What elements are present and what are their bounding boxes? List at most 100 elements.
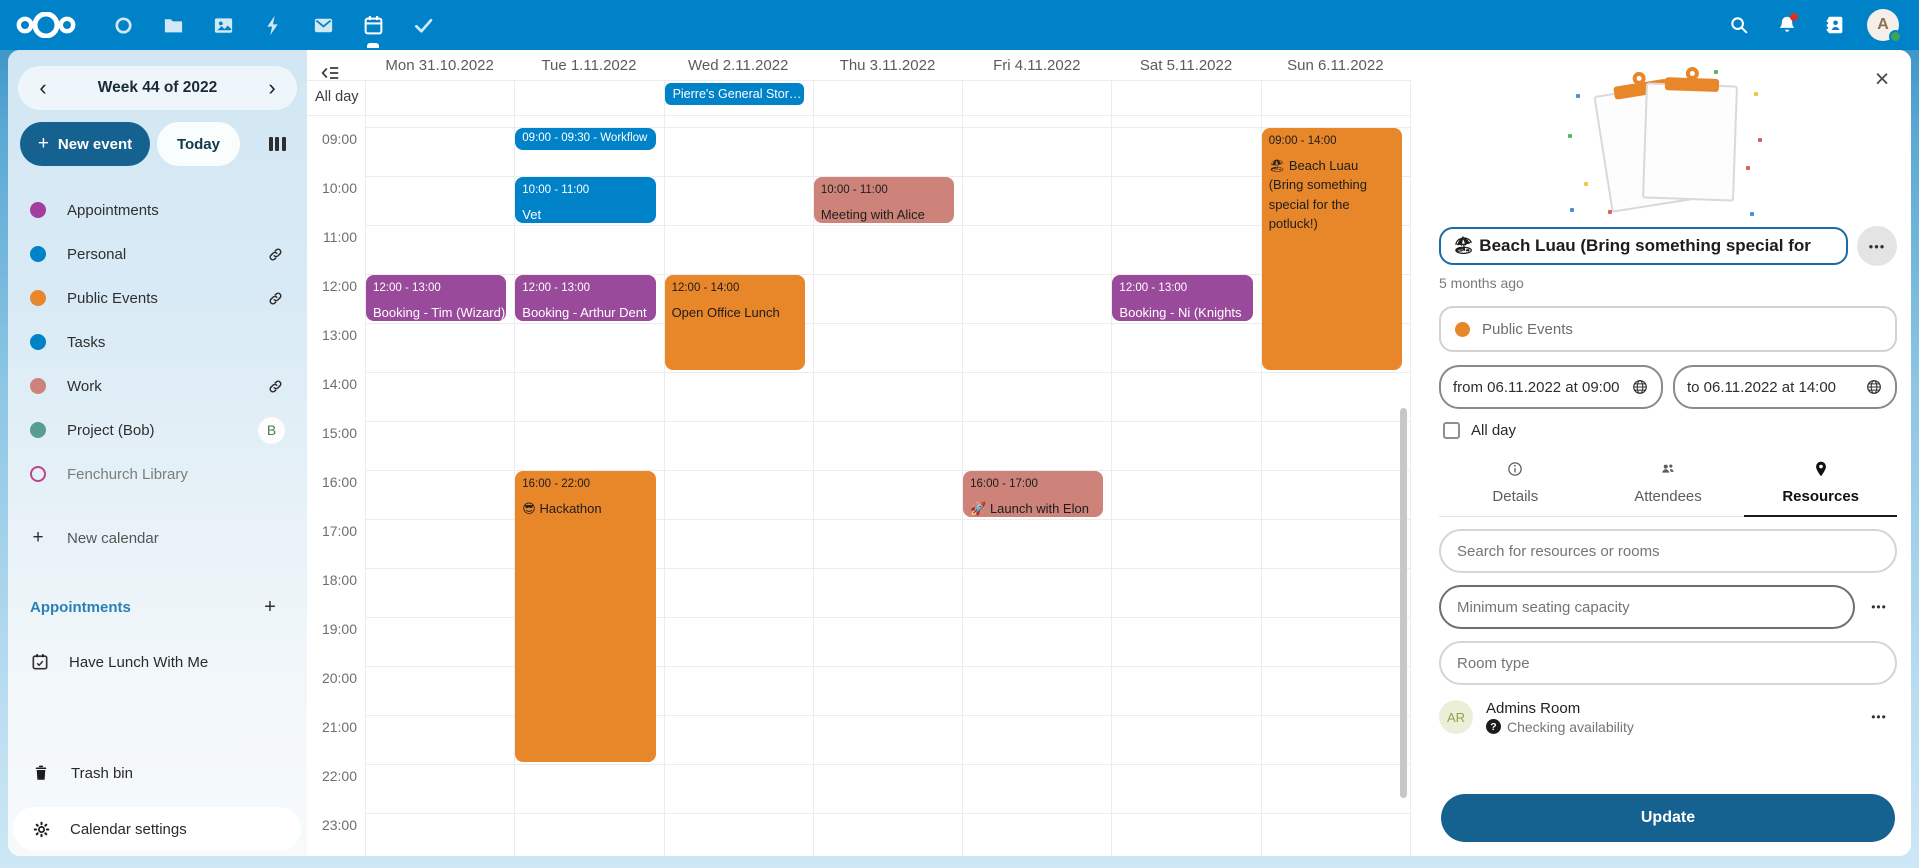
calendar-event[interactable]: 12:00 - 14:00 Open Office Lunch <box>664 275 805 370</box>
previous-week-button[interactable]: ‹ <box>39 75 47 100</box>
calendar-label: Public Events <box>67 289 158 307</box>
activity-icon[interactable] <box>248 0 298 50</box>
all-day-checkbox[interactable] <box>1443 422 1460 439</box>
calendar-check-icon <box>32 654 48 670</box>
day-header[interactable]: Sun 6.11.2022 <box>1287 56 1384 74</box>
sidebar-calendar-project-bob-[interactable]: Project (Bob) B <box>8 408 307 452</box>
day-header[interactable]: Fri 4.11.2022 <box>993 56 1081 74</box>
event-actions-menu-icon[interactable] <box>1857 226 1897 266</box>
room-type-input[interactable] <box>1439 641 1897 685</box>
timezone-globe-icon[interactable] <box>1865 378 1883 396</box>
shared-link-icon[interactable] <box>266 245 285 264</box>
event-title-input[interactable] <box>1439 227 1848 265</box>
photos-icon[interactable] <box>198 0 248 50</box>
dashboard-icon[interactable] <box>98 0 148 50</box>
capacity-options-icon[interactable] <box>1861 589 1897 625</box>
calendar-event[interactable]: 09:00 - 14:00 🏖 Beach Luau (Bring somethi… <box>1261 128 1402 370</box>
all-day-event[interactable]: Pierre's General Stor… <box>664 83 804 105</box>
capacity-row <box>1439 585 1897 629</box>
close-icon[interactable] <box>1867 64 1897 94</box>
tab-attendees[interactable]: Attendees <box>1592 452 1745 516</box>
day-header[interactable]: Wed 2.11.2022 <box>688 56 789 74</box>
calendar-icon[interactable] <box>348 0 398 50</box>
tasks-icon[interactable] <box>398 0 448 50</box>
notification-dot <box>1790 13 1798 21</box>
mail-icon[interactable] <box>298 0 348 50</box>
appointment-item[interactable]: Have Lunch With Me <box>8 640 307 684</box>
time-label: 16:00 <box>321 474 357 490</box>
time-label: 17:00 <box>321 523 357 539</box>
sidebar-calendar-appointments[interactable]: Appointments <box>8 188 307 232</box>
sidebar-calendar-public-events[interactable]: Public Events <box>8 276 307 320</box>
calendar-event[interactable]: 12:00 - 13:00 Booking - Ni (Knights <box>1112 275 1253 321</box>
nextcloud-logo[interactable] <box>14 12 78 38</box>
shared-link-icon[interactable] <box>266 377 285 396</box>
trash-icon <box>35 765 47 780</box>
all-day-collapse-icon[interactable] <box>319 62 341 84</box>
calendar-event[interactable]: 16:00 - 17:00 🚀 Launch with Elon <box>963 471 1104 517</box>
hour-line <box>365 813 1410 814</box>
timezone-globe-icon[interactable] <box>1631 378 1649 396</box>
calendar-picker[interactable]: Public Events <box>1439 306 1897 352</box>
attendees-icon <box>1659 460 1677 482</box>
tab-resources[interactable]: Resources <box>1744 452 1897 517</box>
calendar-color-dot <box>30 378 46 394</box>
seating-capacity-input[interactable] <box>1439 585 1855 629</box>
calendar-event[interactable]: 12:00 - 13:00 Booking - Tim (Wizard) <box>366 275 507 321</box>
calendar-event[interactable]: 12:00 - 13:00 Booking - Arthur Dent <box>515 275 656 321</box>
new-calendar-button[interactable]: + New calendar <box>8 516 307 560</box>
calendar-event[interactable]: 09:00 - 09:30 - Workflow <box>515 128 656 150</box>
column-line <box>812 80 814 856</box>
calendar-color-dot <box>1455 321 1470 337</box>
event-editor-panel: 5 months ago Public Events from 06.11.20… <box>1425 50 1911 856</box>
avatar[interactable]: A <box>1867 9 1902 43</box>
week-view-columns-icon[interactable] <box>259 126 295 162</box>
calendar-event[interactable]: 16:00 - 22:00 😎 Hackathon <box>515 471 656 762</box>
search-icon[interactable] <box>1715 0 1763 50</box>
week-navigation: ‹ Week 44 of 2022 › <box>18 66 297 110</box>
shared-link-icon[interactable] <box>266 289 285 308</box>
sidebar-calendar-personal[interactable]: Personal <box>8 232 307 276</box>
week-title: Week 44 of 2022 <box>97 79 218 96</box>
calendar-settings-button[interactable]: Calendar settings <box>13 807 301 851</box>
resource-actions-icon[interactable] <box>1861 699 1897 735</box>
time-label: 13:00 <box>321 327 357 343</box>
end-datetime-input[interactable]: to 06.11.2022 at 14:00 <box>1673 365 1897 409</box>
new-event-button[interactable]: + New event <box>20 122 150 166</box>
appointments-section: Appointments + <box>30 592 285 622</box>
add-appointment-config-button[interactable]: + <box>264 595 276 618</box>
calendar-color-dot <box>30 246 46 262</box>
day-header[interactable]: Tue 1.11.2022 <box>541 56 637 74</box>
next-week-button[interactable]: › <box>268 75 276 100</box>
calendar-list: Appointments Personal Public Events Tasks Wo… <box>8 188 307 496</box>
calendar-event[interactable]: 10:00 - 11:00 Vet <box>515 177 656 223</box>
day-header[interactable]: Mon 31.10.2022 <box>385 56 494 74</box>
column-line <box>1410 80 1411 856</box>
time-label: 14:00 <box>321 376 357 392</box>
sidebar-bottom: Trash bin Calendar settings <box>8 751 307 856</box>
topbar-right: A <box>1715 0 1907 50</box>
sidebar-calendar-tasks[interactable]: Tasks <box>8 320 307 364</box>
notifications-bell-icon[interactable] <box>1763 0 1811 50</box>
contacts-icon[interactable] <box>1811 0 1859 50</box>
calendar-color-dot <box>30 290 46 306</box>
hour-line <box>365 421 1410 422</box>
trash-bin-button[interactable]: Trash bin <box>8 751 307 795</box>
sidebar-calendar-work[interactable]: Work <box>8 364 307 408</box>
avatar-letter: A <box>1877 16 1889 33</box>
time-label: 19:00 <box>321 621 357 637</box>
calendar-event[interactable]: 10:00 - 11:00 Meeting with Alice <box>813 177 955 223</box>
today-button[interactable]: Today <box>156 122 240 166</box>
files-icon[interactable] <box>148 0 198 50</box>
sidebar-calendar-fenchurch-library[interactable]: Fenchurch Library <box>8 452 307 496</box>
resource-search-input[interactable] <box>1439 529 1897 573</box>
user-menu[interactable]: A <box>1859 0 1907 50</box>
start-datetime-input[interactable]: from 06.11.2022 at 09:00 <box>1439 365 1663 409</box>
day-header[interactable]: Thu 3.11.2022 <box>839 56 936 74</box>
time-label: 15:00 <box>321 425 357 441</box>
grid-scrollbar[interactable] <box>1400 408 1407 798</box>
calendar-label: Project (Bob) <box>67 421 155 439</box>
day-header[interactable]: Sat 5.11.2022 <box>1139 56 1233 74</box>
tab-details[interactable]: Details <box>1439 452 1592 516</box>
update-button[interactable]: Update <box>1441 794 1895 842</box>
